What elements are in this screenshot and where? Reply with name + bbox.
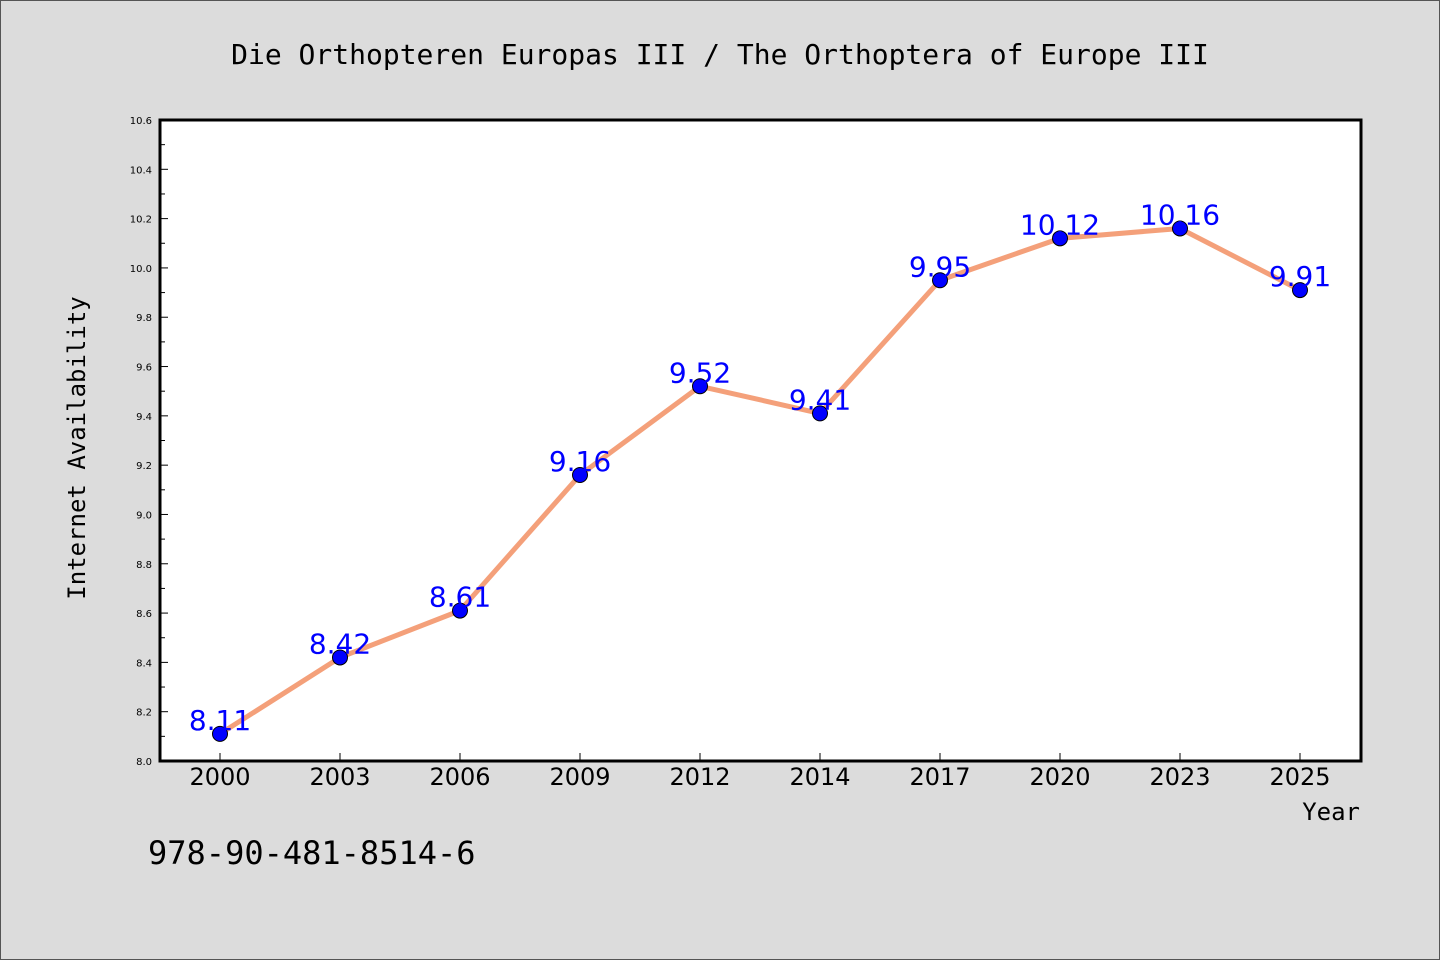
x-tick-label: 2000 [189, 763, 250, 791]
markers-group [212, 220, 1308, 742]
y-tick-label: 8.2 [136, 708, 152, 719]
y-tick-label: 9.6 [136, 363, 152, 374]
y-tick-label: 10.4 [130, 165, 152, 176]
y-tick-label: 10.6 [130, 116, 152, 127]
y-tick-label: 8.4 [136, 658, 152, 669]
data-point [932, 272, 948, 289]
x-tick-label: 2003 [309, 763, 370, 791]
data-point [572, 467, 588, 484]
y-tick-label: 9.4 [136, 412, 152, 423]
data-point [812, 405, 828, 422]
data-point [1172, 220, 1188, 237]
data-label: 9.52 [669, 356, 731, 389]
data-label: 9.41 [789, 383, 851, 416]
isbn-text: 978-90-481-8514-6 [148, 834, 476, 872]
y-tick-label: 8.6 [136, 609, 152, 620]
data-label: 8.61 [429, 581, 491, 614]
data-label: 8.11 [189, 704, 251, 737]
y-tick-label: 10.2 [130, 215, 152, 226]
y-tick-label: 8.8 [136, 560, 152, 571]
y-tick-label: 9.0 [136, 510, 152, 521]
series-line-group [218, 225, 1302, 736]
x-tick-label: 2017 [909, 763, 970, 791]
data-point [1292, 282, 1308, 299]
x-axis-title: Year [1302, 798, 1360, 826]
data-label: 9.16 [549, 445, 611, 478]
x-tick-label: 2012 [669, 763, 730, 791]
chart-title: Die Orthopteren Europas III / The Orthop… [231, 38, 1209, 71]
data-point [452, 602, 468, 619]
data-point [332, 649, 348, 666]
y-tick-label: 9.8 [136, 313, 152, 324]
data-labels-group: 8.11 8.42 8.61 9.16 9.52 9.41 9.95 10.12 10.16 9.… [189, 198, 1331, 736]
y-tick-label: 8.0 [136, 757, 152, 768]
x-tick-label: 2014 [789, 763, 850, 791]
x-tick-label: 2006 [429, 763, 490, 791]
data-point [212, 725, 228, 742]
data-point [692, 378, 708, 395]
data-label: 10.16 [1140, 198, 1220, 231]
y-tick-label: 9.2 [136, 461, 152, 472]
plot-area [158, 118, 1363, 763]
y-tick-label: 10.0 [130, 264, 152, 275]
data-point [1052, 230, 1068, 247]
x-tick-label: 2020 [1029, 763, 1090, 791]
y-axis-title: Internet Availability [63, 296, 91, 599]
x-tick-label: 2023 [1149, 763, 1210, 791]
x-axis: 2000 2003 2006 2009 2012 2014 2017 2020 2023 2025 [189, 753, 1331, 791]
series-line [218, 225, 1302, 736]
data-label: 9.95 [909, 250, 971, 283]
y-axis: 8.0 8.2 8.4 8.6 8.8 9.0 9.2 9.4 9.6 9.8 10.0 10.2 10… [130, 116, 168, 768]
data-label: 10.12 [1020, 208, 1100, 241]
x-tick-label: 2009 [549, 763, 610, 791]
data-label: 8.42 [309, 627, 371, 660]
x-tick-label: 2025 [1269, 763, 1330, 791]
data-label: 9.91 [1269, 260, 1331, 293]
